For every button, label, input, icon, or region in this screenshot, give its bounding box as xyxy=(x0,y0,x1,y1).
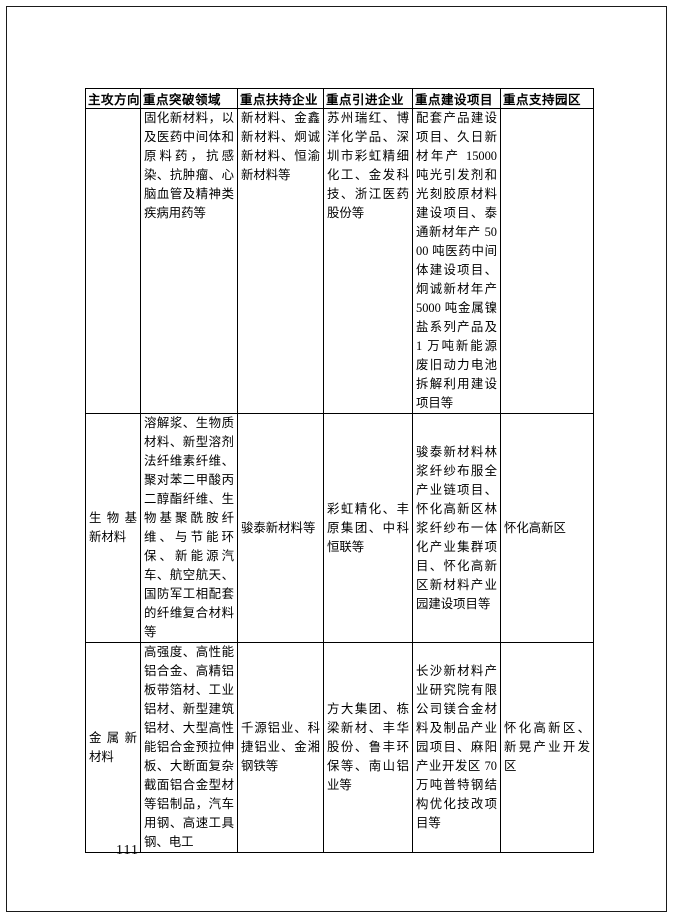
cell-projects: 长沙新材料产业研究院有限公司镁合金材料及制品产业园项目、麻阳产业开发区 70 万… xyxy=(412,642,501,853)
cell-parks: 怀化高新区、新晃产业开发区 xyxy=(500,642,594,853)
cell-direction: 金属新材料 xyxy=(85,642,141,853)
table-row: 金属新材料 高强度、高性能铝合金、高精铝板带箔材、工业铝材、新型建筑铝材、大型高… xyxy=(85,642,594,853)
page-number: 111 xyxy=(116,843,139,858)
cell-introduce: 方大集团、栋梁新材、丰华股份、鲁丰环保等、南山铝业等 xyxy=(323,642,413,853)
cell-projects: 配套产品建设项目、久日新材年产 15000 吨光引发剂和光刻胶原材料建设项目、泰… xyxy=(412,108,501,414)
column-header-parks: 重点支持园区 xyxy=(500,88,594,109)
key-tasks-table: 主攻方向 重点突破领域 重点扶持企业 重点引进企业 重点建设项目 重点支持园区 … xyxy=(85,88,594,853)
cell-breakthrough: 溶解浆、生物质材料、新型溶剂法纤维素纤维、聚对苯二甲酸丙二醇酯纤维、生物基聚酰胺… xyxy=(140,413,238,643)
cell-direction xyxy=(85,108,141,414)
column-header-introduce: 重点引进企业 xyxy=(323,88,413,109)
cell-breakthrough: 高强度、高性能铝合金、高精铝板带箔材、工业铝材、新型建筑铝材、大型高性能铝合金预… xyxy=(140,642,238,853)
column-header-projects: 重点建设项目 xyxy=(412,88,501,109)
cell-parks: 怀化高新区 xyxy=(500,413,594,643)
cell-projects: 骏泰新材料林浆纤纱布服全产业链项目、怀化高新区林浆纤纱布一体化产业集群项目、怀化… xyxy=(412,413,501,643)
table-row: 生物基新材料 溶解浆、生物质材料、新型溶剂法纤维素纤维、聚对苯二甲酸丙二醇酯纤维… xyxy=(85,413,594,643)
cell-direction: 生物基新材料 xyxy=(85,413,141,643)
cell-breakthrough: 固化新材料，以及医药中间体和原料药，抗感染、抗肿瘤、心脑血管及精神类疾病用药等 xyxy=(140,108,238,414)
cell-parks xyxy=(500,108,594,414)
cell-support: 千源铝业、科捷铝业、金湘钢铁等 xyxy=(237,642,324,853)
cell-support: 骏泰新材料等 xyxy=(237,413,324,643)
column-header-breakthrough: 重点突破领域 xyxy=(140,88,238,109)
column-header-support: 重点扶持企业 xyxy=(237,88,324,109)
cell-introduce: 苏州瑞红、博洋化学品、深圳市彩虹精细化工、金发科技、浙江医药股份等 xyxy=(323,108,413,414)
column-header-direction: 主攻方向 xyxy=(85,88,141,109)
table-header-row: 主攻方向 重点突破领域 重点扶持企业 重点引进企业 重点建设项目 重点支持园区 xyxy=(85,88,594,109)
cell-support: 新材料、金鑫新材料、炯诚新材料、恒渝新材料等 xyxy=(237,108,324,414)
table-row: 固化新材料，以及医药中间体和原料药，抗感染、抗肿瘤、心脑血管及精神类疾病用药等 … xyxy=(85,108,594,414)
cell-introduce: 彩虹精化、丰原集团、中科恒联等 xyxy=(323,413,413,643)
